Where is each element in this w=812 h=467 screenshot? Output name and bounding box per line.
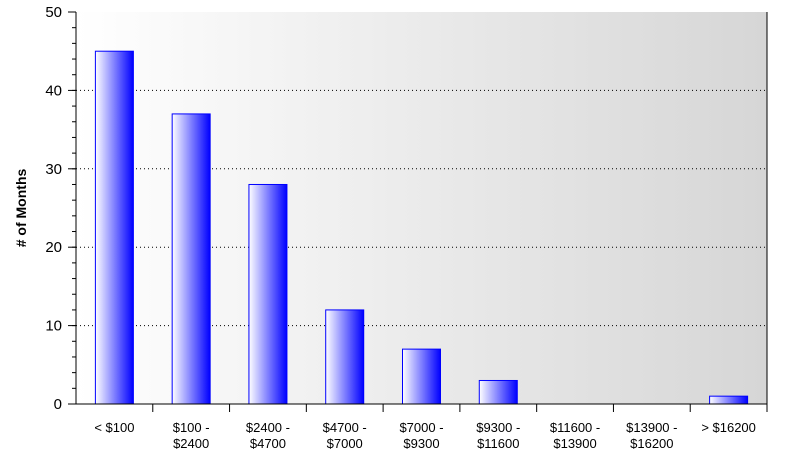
x-tick-label: $7000 -$9300 bbox=[399, 420, 443, 451]
y-tick-label: 30 bbox=[45, 161, 62, 178]
bar bbox=[709, 395, 749, 405]
y-tick-label: 20 bbox=[45, 239, 62, 256]
x-tick-label: $4700 -$7000 bbox=[323, 420, 367, 451]
bar bbox=[325, 309, 365, 405]
bar bbox=[402, 348, 441, 405]
bar bbox=[478, 379, 518, 405]
x-tick-label: < $100 bbox=[94, 420, 134, 435]
y-tick-label: 50 bbox=[45, 4, 62, 21]
x-tick-label: $9300 -$11600 bbox=[476, 420, 520, 451]
bar bbox=[171, 113, 211, 405]
x-tick-label: > $16200 bbox=[701, 420, 756, 435]
y-tick-label: 0 bbox=[54, 396, 62, 413]
x-tick-label: $100 -$2400 bbox=[173, 420, 210, 451]
bar bbox=[248, 183, 288, 405]
x-tick-label: $11600 -$13900 bbox=[550, 420, 600, 451]
x-tick-label: $2400 -$4700 bbox=[246, 420, 290, 451]
y-tick-label: 40 bbox=[45, 82, 62, 99]
bar bbox=[94, 50, 134, 405]
y-axis-label: # of Months bbox=[13, 169, 29, 248]
x-tick-label: $13900 -$16200 bbox=[626, 420, 677, 451]
y-tick-label: 10 bbox=[45, 318, 62, 335]
